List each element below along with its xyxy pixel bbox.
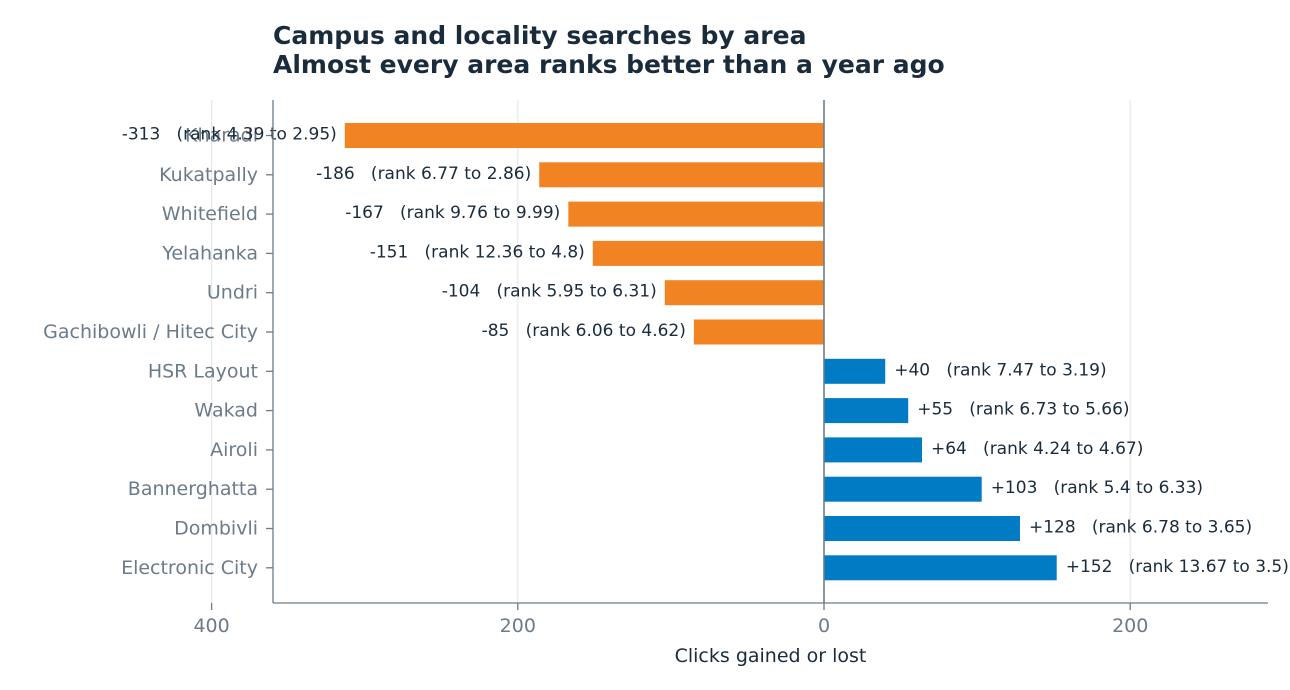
category-label-1: Kukatpally xyxy=(159,164,258,186)
bar-label-11: +152 (rank 13.67 to 3.5) xyxy=(1066,557,1289,577)
bar-label-3: -151 (rank 12.36 to 4.8) xyxy=(370,242,585,262)
x-tick-label-4: 200 xyxy=(1112,615,1148,637)
chart-title: Campus and locality searches by area xyxy=(273,21,807,50)
bar-10 xyxy=(824,516,1020,541)
category-label-3: Yelahanka xyxy=(161,242,258,264)
bar-label-4: -104 (rank 5.95 to 6.31) xyxy=(442,282,657,302)
bar-2 xyxy=(568,201,824,227)
bar-11 xyxy=(824,555,1057,581)
category-label-2: Whitefield xyxy=(162,203,258,225)
category-label-5: Gachibowli / Hitec City xyxy=(43,321,258,343)
bar-8 xyxy=(824,437,922,463)
bar-1 xyxy=(539,162,824,188)
category-label-9: Bannerghatta xyxy=(128,478,258,500)
bar-7 xyxy=(824,398,909,424)
bar-4 xyxy=(664,280,824,306)
bar-label-5: -85 (rank 6.06 to 4.62) xyxy=(482,321,686,341)
bar-label-0: -313 (rank 4.39 to 2.95) xyxy=(122,125,337,145)
x-tick-label-3: 0 xyxy=(818,615,830,637)
x-tick-label-1: 400 xyxy=(193,615,229,637)
bar-label-8: +64 (rank 4.24 to 4.67) xyxy=(931,439,1143,459)
category-label-8: Airoli xyxy=(210,439,258,461)
bar-6 xyxy=(824,358,886,384)
x-axis-title: Clicks gained or lost xyxy=(675,645,867,667)
category-label-11: Electronic City xyxy=(121,557,258,579)
category-label-10: Dombivli xyxy=(174,518,258,540)
bar-label-1: -186 (rank 6.77 to 2.86) xyxy=(316,164,531,184)
chart-subtitle: Almost every area ranks better than a ye… xyxy=(273,50,945,79)
x-tick-label-2: 200 xyxy=(500,615,536,637)
category-label-0: Kharadi xyxy=(185,125,258,147)
category-label-6: HSR Layout xyxy=(148,360,258,382)
bar-label-6: +40 (rank 7.47 to 3.19) xyxy=(894,360,1106,380)
category-label-7: Wakad xyxy=(194,400,258,422)
bar-label-10: +128 (rank 6.78 to 3.65) xyxy=(1029,518,1252,538)
category-label-4: Undri xyxy=(207,282,258,304)
bar-label-2: -167 (rank 9.76 to 9.99) xyxy=(345,203,560,223)
bar-3 xyxy=(592,240,824,266)
bar-0 xyxy=(344,123,824,148)
bar-9 xyxy=(824,476,982,502)
bar-5 xyxy=(693,319,824,345)
bar-label-9: +103 (rank 5.4 to 6.33) xyxy=(991,478,1203,498)
bar-label-7: +55 (rank 6.73 to 5.66) xyxy=(917,400,1129,420)
